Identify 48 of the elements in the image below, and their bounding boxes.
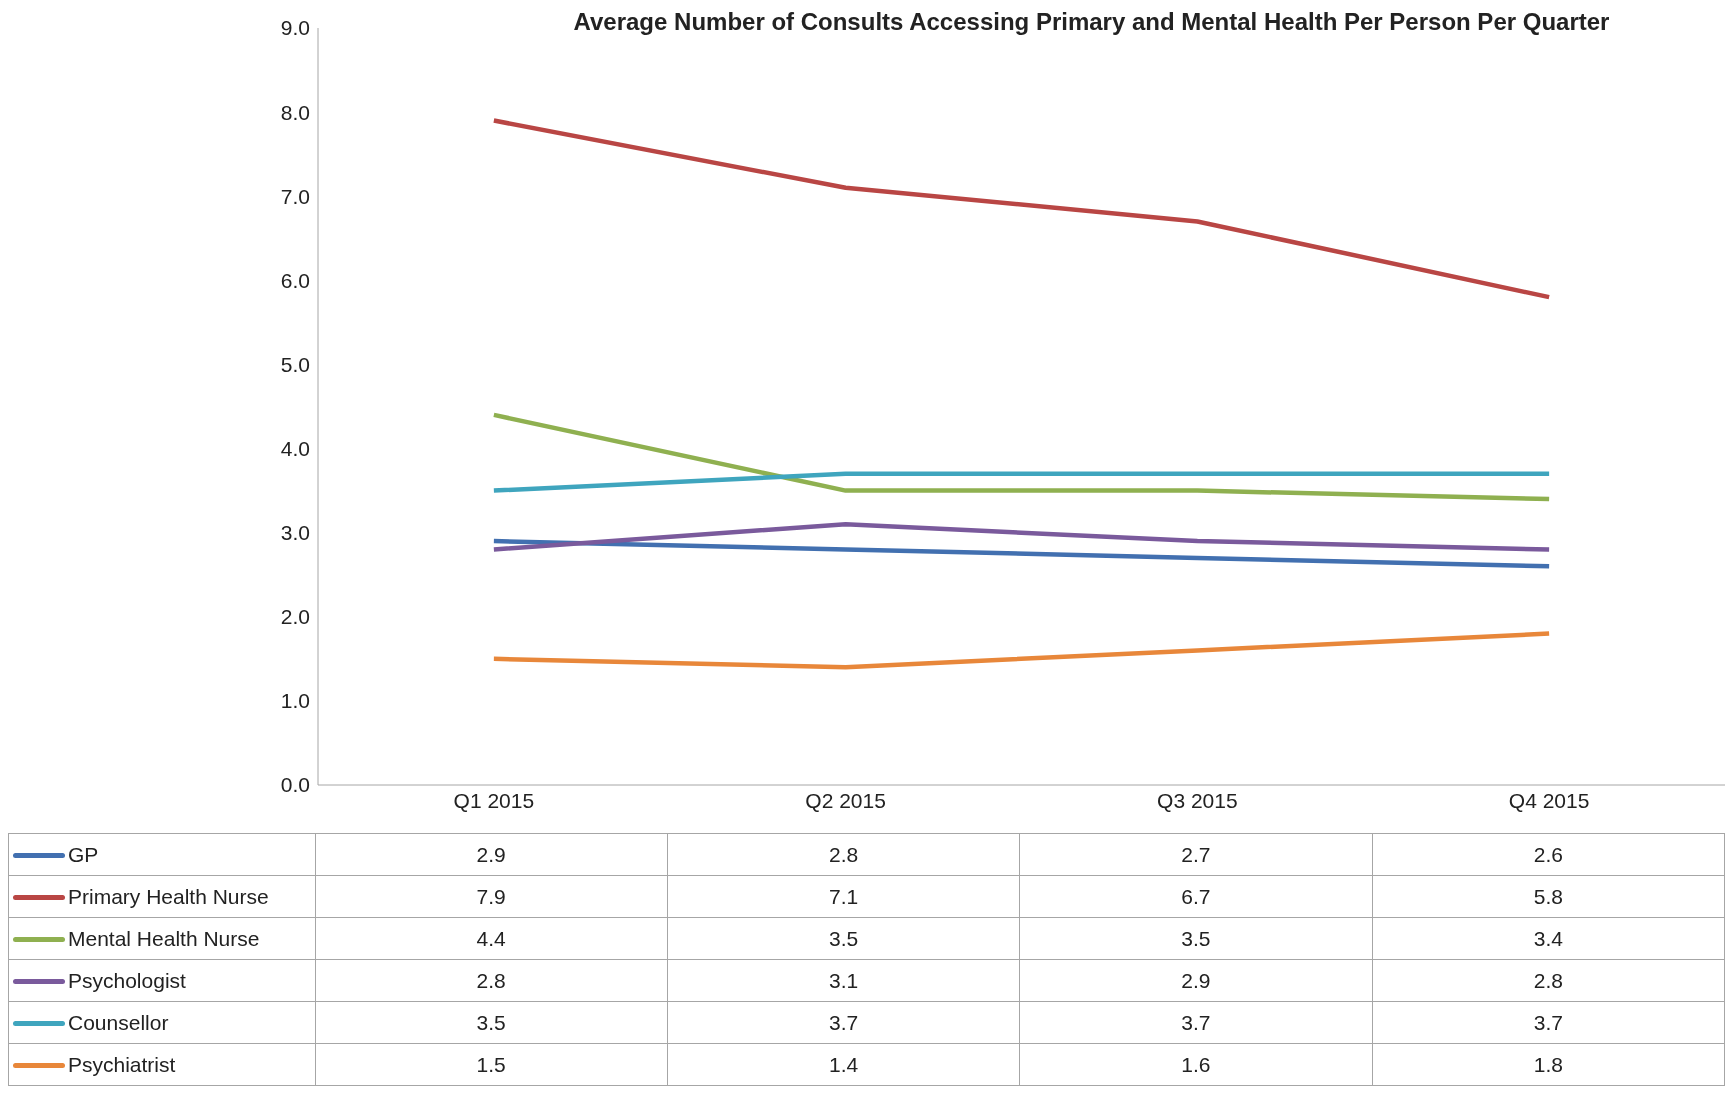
legend-label: Counsellor: [68, 1010, 169, 1034]
data-label: 3.7: [1372, 1001, 1725, 1044]
data-label: 3.7: [667, 1001, 1020, 1044]
data-label: 4.4: [315, 917, 668, 960]
data-label: 2.8: [1372, 959, 1725, 1002]
y-tick-label: 8.0: [280, 100, 310, 124]
data-label: 3.7: [1019, 1001, 1373, 1044]
data-label: 2.6: [1372, 833, 1725, 876]
y-tick-label: 1.0: [280, 689, 310, 713]
data-label: 5.8: [1372, 875, 1725, 918]
data-label: 2.9: [315, 833, 668, 876]
data-label: 2.7: [1019, 833, 1373, 876]
data-label: 1.6: [1019, 1043, 1373, 1086]
data-label: 7.9: [315, 875, 668, 918]
legend-label: Primary Health Nurse: [68, 884, 269, 908]
legend-label: GP: [68, 842, 99, 866]
data-label: 2.9: [1019, 959, 1373, 1002]
x-tick-label: Q2 2015: [805, 788, 886, 812]
data-label: 1.4: [667, 1043, 1020, 1086]
y-tick-label: 0.0: [280, 773, 310, 797]
legend-label: Psychiatrist: [68, 1052, 176, 1076]
data-label: 1.5: [315, 1043, 668, 1086]
legend-label: Mental Health Nurse: [68, 926, 260, 950]
y-tick-label: 9.0: [280, 16, 310, 40]
y-tick-label: 7.0: [280, 184, 310, 208]
data-label: 3.5: [315, 1001, 668, 1044]
data-label: 2.8: [667, 833, 1020, 876]
x-tick-label: Q3 2015: [1157, 788, 1238, 812]
y-tick-label: 4.0: [280, 437, 310, 461]
data-label: 3.4: [1372, 917, 1725, 960]
legend-label: Psychologist: [68, 968, 186, 992]
data-label: 2.8: [315, 959, 668, 1002]
y-tick-label: 2.0: [280, 605, 310, 629]
line-series: [491, 631, 1552, 670]
data-label: 6.7: [1019, 875, 1373, 918]
y-tick-label: 6.0: [280, 268, 310, 292]
line-series: [491, 118, 1552, 300]
data-label: 1.8: [1372, 1043, 1725, 1086]
x-tick-label: Q4 2015: [1508, 788, 1590, 812]
line-series: [491, 538, 1552, 569]
x-tick-label: Q1 2015: [453, 788, 535, 812]
data-label: 3.5: [1019, 917, 1373, 960]
chart-title: Average Number of Consults Accessing Primary and Mental Health Per Person Per Quarter: [572, 8, 1611, 36]
data-label: 3.5: [667, 917, 1020, 960]
data-label: 3.1: [667, 959, 1020, 1002]
y-tick-label: 5.0: [280, 352, 310, 376]
data-label: 7.1: [667, 875, 1020, 918]
y-tick-label: 3.0: [280, 521, 310, 545]
